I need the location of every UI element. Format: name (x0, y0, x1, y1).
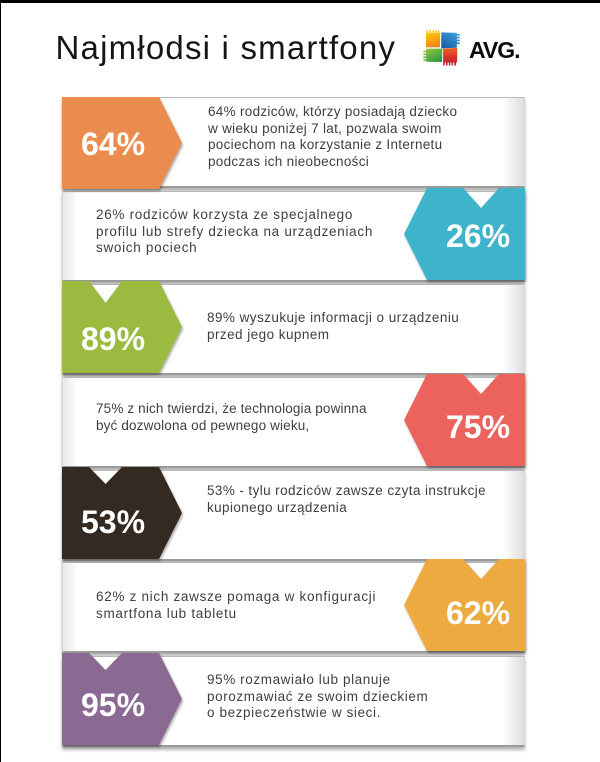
svg-text:62%: 62% (446, 595, 510, 631)
svg-text:75%: 75% (446, 409, 510, 445)
svg-text:95%: 95% (81, 687, 145, 723)
svg-text:89%: 89% (81, 321, 145, 357)
svg-text:64%: 64% (81, 126, 145, 162)
svg-text:26%: 26% (446, 218, 510, 254)
svg-text:53%: 53% (81, 504, 145, 540)
